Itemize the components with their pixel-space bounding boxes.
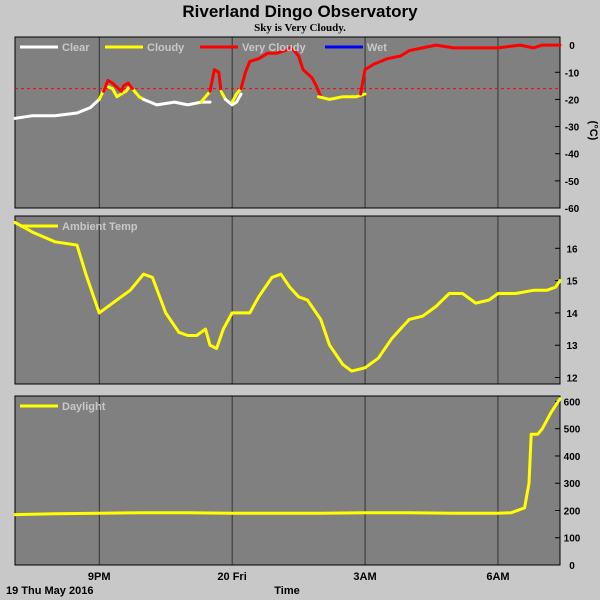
panels: 0 -10 -20 -30 -40 -50 -60 (°C) Clear Cloudy Very C… (13, 36, 599, 583)
y-tick-label: 100 (564, 534, 581, 545)
y-tick-label: 12 (566, 374, 578, 385)
series-line (102, 78, 134, 93)
series-line (13, 397, 562, 517)
series-line (97, 84, 145, 101)
y-tick-label: 300 (564, 479, 581, 490)
legend-label: Ambient Temp (62, 221, 138, 233)
legend-label: Clear (62, 42, 90, 54)
legend-label: Daylight (62, 401, 106, 413)
x-axis-label: Time (274, 585, 299, 597)
y-tick-label: 16 (566, 244, 578, 255)
panel-background (14, 36, 561, 209)
x-tick-label: 9PM (88, 571, 111, 583)
y-axis-label: (°C) (587, 121, 599, 141)
series-line (219, 89, 227, 101)
y-tick-label: 0 (569, 561, 575, 572)
y-tick-label: 14 (566, 309, 578, 320)
y-tick-label: 600 (564, 397, 581, 408)
legend-label: Wet (367, 42, 387, 54)
panel-3: 0 100 200 300 400 500 600 Daylight (13, 395, 581, 572)
series-line (224, 92, 243, 107)
series-line (199, 89, 212, 104)
date-label: 19 Thu May 2016 (6, 585, 93, 597)
panel-background (14, 395, 561, 566)
series-line (13, 97, 101, 120)
panel-background (14, 215, 561, 385)
y-tick-label: 500 (564, 425, 581, 436)
series-line (239, 46, 323, 99)
y-tick-label: 15 (566, 277, 578, 288)
panel-2: 12 13 14 15 16 Ambient Temp (13, 215, 578, 385)
panel-1: 0 -10 -20 -30 -40 -50 -60 (°C) Clear Cloudy Very C… (13, 36, 599, 215)
y-tick-label: 200 (564, 506, 581, 517)
y-tick-label: 13 (566, 341, 578, 352)
chart-title: Riverland Dingo Observatory (182, 2, 418, 21)
x-tick-label: 3AM (353, 571, 376, 583)
chart-subtitle: Sky is Very Cloudy. (254, 22, 346, 34)
y-tick-label: -60 (565, 204, 580, 215)
legend-label: Cloudy (147, 42, 185, 54)
x-tick-label: 6AM (486, 571, 509, 583)
series-line (317, 92, 367, 101)
series-line (230, 87, 243, 104)
y-tick-label: -10 (565, 68, 580, 79)
y-tick-label: 400 (564, 452, 581, 463)
y-tick-label: -50 (565, 177, 580, 188)
y-tick-label: -20 (565, 95, 580, 106)
y-tick-label: 0 (569, 41, 575, 52)
series-line (13, 221, 562, 373)
y-tick-label: -40 (565, 150, 580, 161)
x-tick-label: 20 Fri (217, 571, 246, 583)
y-tick-label: -30 (565, 123, 580, 134)
series-line (359, 43, 562, 96)
legend-label: Very Cloudy (242, 42, 306, 54)
series-line (208, 68, 223, 93)
